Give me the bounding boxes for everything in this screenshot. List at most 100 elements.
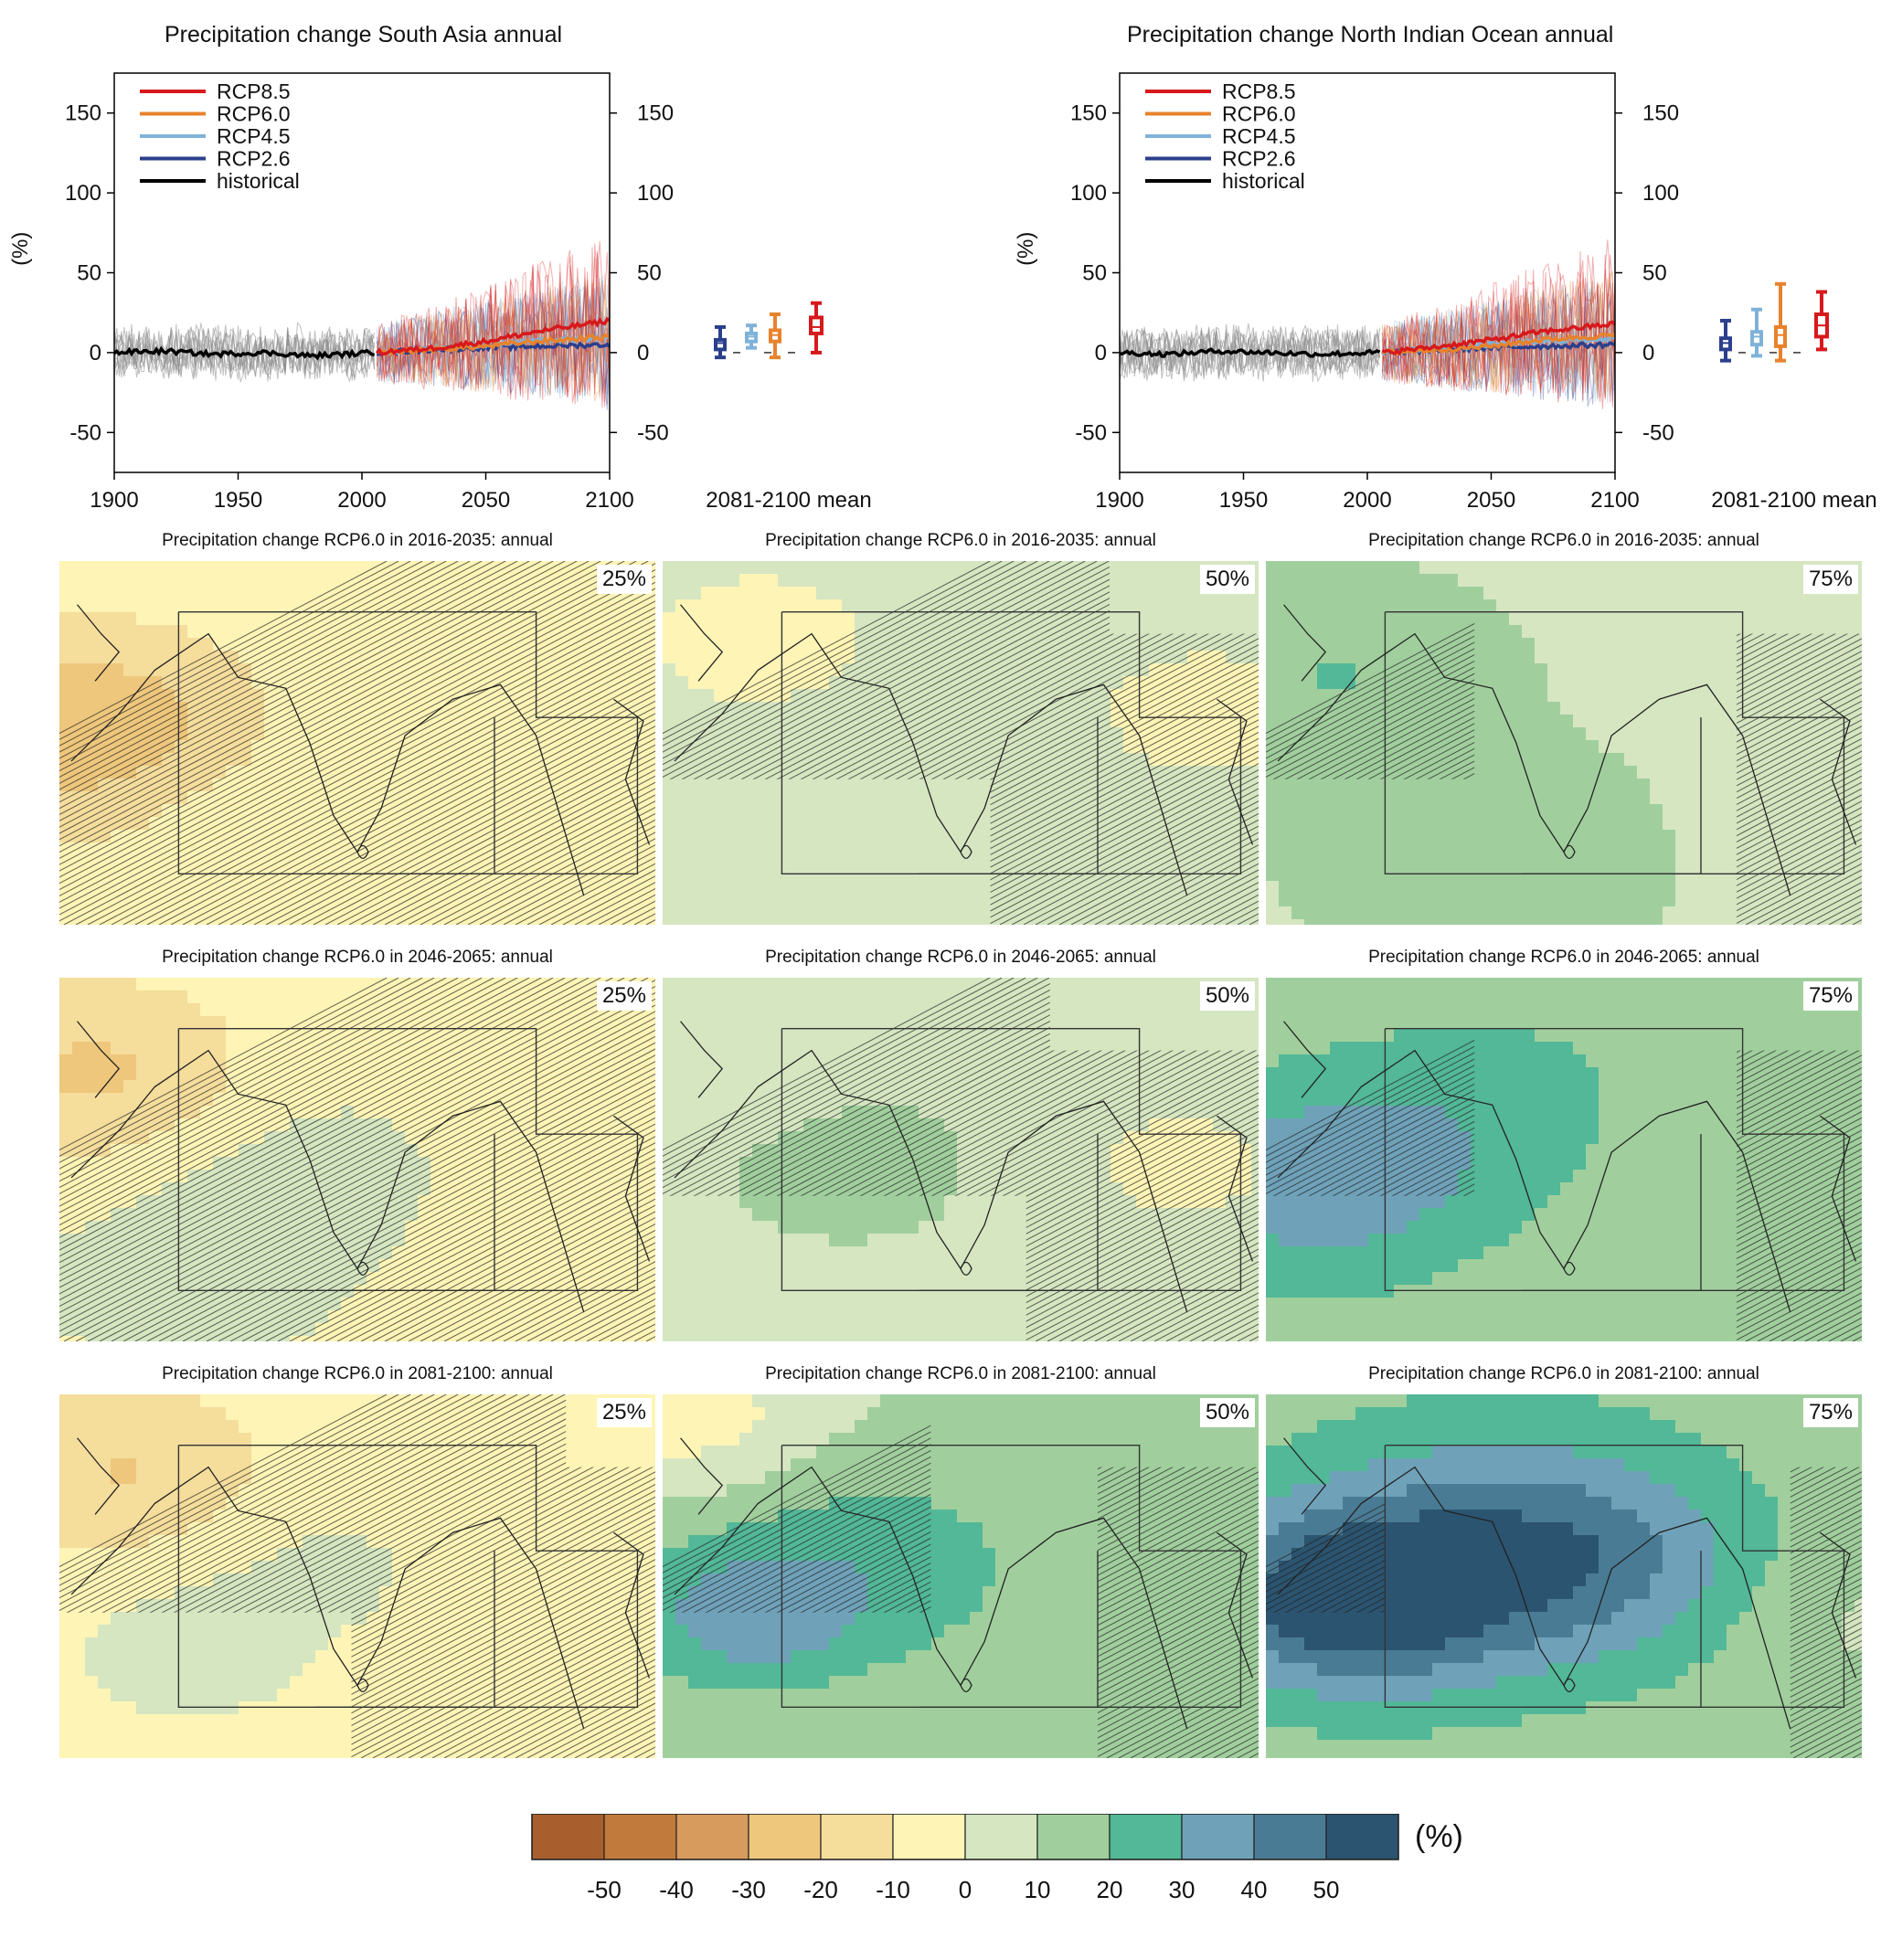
field-cell	[328, 830, 342, 843]
field-cell	[187, 702, 201, 715]
field-cell	[867, 574, 881, 588]
field-cell	[59, 1042, 73, 1055]
field-cell	[584, 625, 598, 639]
field-cell	[1432, 906, 1446, 920]
field-cell	[1509, 587, 1523, 600]
field-cell	[1059, 817, 1073, 831]
field-cell	[1266, 894, 1280, 907]
field-cell	[1098, 817, 1111, 831]
field-cell	[1381, 753, 1395, 767]
field-cell	[1343, 676, 1356, 690]
field-cell	[1560, 919, 1574, 925]
field-cell	[456, 740, 470, 754]
field-cell	[1778, 561, 1791, 575]
field-cell	[1266, 830, 1280, 843]
field-cell	[1714, 715, 1727, 728]
field-cell	[765, 574, 779, 588]
field-cell	[1123, 561, 1137, 575]
field-cell	[1368, 587, 1382, 600]
field-cell	[1714, 855, 1727, 869]
field-cell	[880, 842, 894, 856]
field-cell	[1330, 842, 1344, 856]
field-cell	[1123, 919, 1137, 925]
field-cell	[663, 779, 676, 792]
field-cell	[1675, 740, 1689, 754]
field-cell	[816, 689, 830, 703]
field-cell	[1304, 919, 1318, 925]
field-cell	[1611, 574, 1625, 588]
field-cell	[328, 919, 342, 925]
field-cell	[1624, 663, 1638, 677]
hatch-line	[59, 561, 506, 797]
field-cell	[392, 1080, 406, 1094]
hatch-line	[348, 763, 655, 925]
field-cell	[1059, 881, 1073, 895]
field-cell	[1854, 894, 1862, 907]
field-cell	[1098, 804, 1111, 818]
field-cell	[1317, 804, 1331, 818]
field-cell	[944, 906, 958, 920]
field-cell	[855, 599, 868, 613]
field-cell	[430, 881, 444, 895]
field-cell	[1791, 574, 1804, 588]
field-cell	[1586, 804, 1599, 818]
field-cell	[1586, 817, 1599, 831]
field-cell	[1098, 919, 1111, 925]
field-cell	[1573, 881, 1587, 895]
field-cell	[778, 791, 792, 805]
field-cell	[1174, 906, 1188, 920]
field-cell	[714, 817, 728, 831]
field-cell	[1829, 740, 1843, 754]
field-cell	[1317, 906, 1331, 920]
field-cell	[1458, 894, 1472, 907]
field-cell	[1098, 791, 1111, 805]
field-cell	[98, 587, 112, 600]
field-cell	[187, 791, 201, 805]
field-cell	[855, 779, 868, 792]
field-cell	[1611, 663, 1625, 677]
coastline	[680, 604, 724, 682]
hatch-line	[241, 706, 655, 925]
field-cell	[149, 1054, 163, 1068]
field-cell	[546, 1080, 559, 1094]
field-cell	[584, 919, 598, 925]
field-cell	[469, 1016, 483, 1030]
field-cell	[251, 625, 265, 639]
y-tick-label: -50	[1075, 420, 1107, 445]
field-cell	[1021, 651, 1035, 664]
field-cell	[1688, 919, 1702, 925]
field-cell	[239, 574, 252, 588]
field-cell	[111, 894, 124, 907]
field-cell	[1701, 638, 1715, 652]
field-cell	[1778, 919, 1791, 925]
field-cell	[597, 727, 611, 741]
field-cell	[213, 587, 227, 600]
field-cell	[1187, 587, 1201, 600]
field-cell	[1663, 817, 1676, 831]
field-cell	[765, 638, 779, 652]
field-cell	[765, 868, 779, 882]
field-cell	[162, 978, 175, 991]
field-cell	[1586, 612, 1599, 626]
field-cell	[867, 791, 881, 805]
field-cell	[1034, 638, 1047, 652]
field-cell	[1663, 881, 1676, 895]
field-cell	[72, 561, 86, 575]
field-cell	[957, 919, 971, 925]
field-cell	[1714, 625, 1727, 639]
field-cell	[1149, 676, 1163, 690]
field-cell	[1419, 702, 1433, 715]
field-cell	[765, 804, 779, 818]
field-cell	[1187, 625, 1201, 639]
field-cell	[1381, 791, 1395, 805]
coastline-sri-lanka	[1563, 844, 1576, 860]
field-cell	[1637, 663, 1651, 677]
field-cell	[1123, 702, 1137, 715]
field-cell	[663, 894, 676, 907]
field-cell	[995, 727, 1009, 741]
field-cell	[1624, 842, 1638, 856]
field-cell	[778, 919, 792, 925]
field-cell	[1251, 651, 1259, 664]
field-cell	[1560, 689, 1574, 703]
field-cell	[123, 1054, 137, 1068]
